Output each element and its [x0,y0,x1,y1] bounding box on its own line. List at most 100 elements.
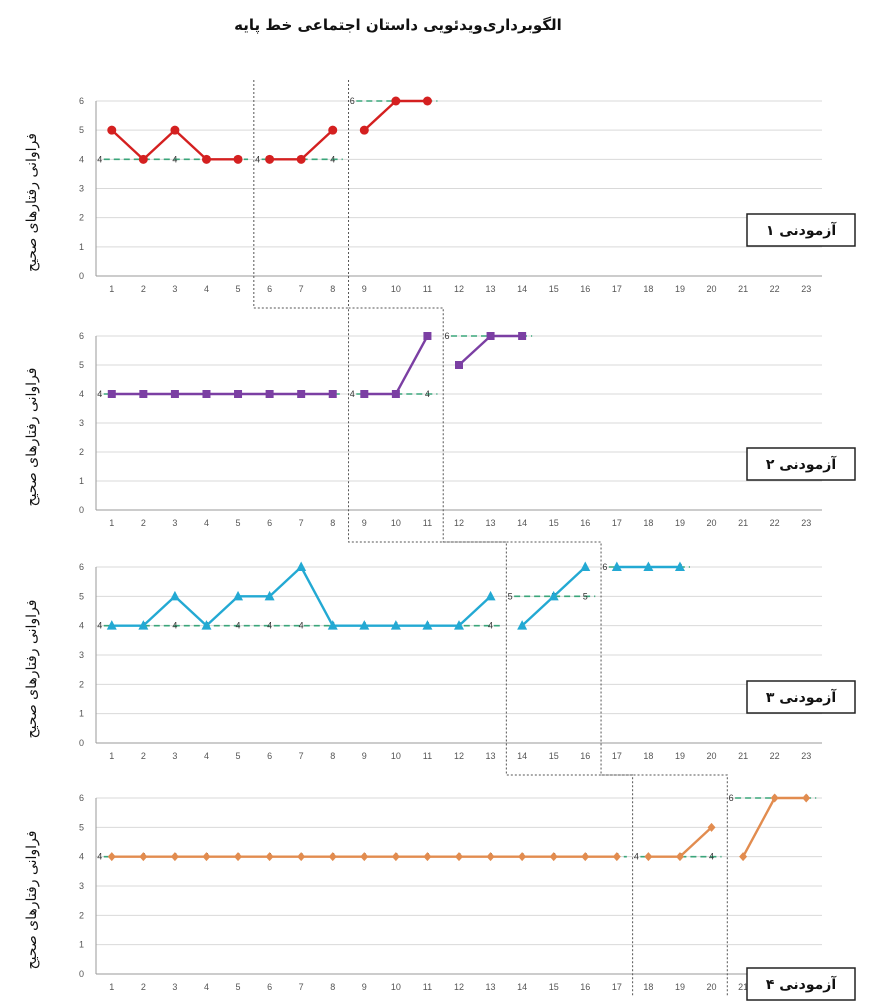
baseline-value-label: 6 [444,331,449,341]
x-tick-label: 3 [172,284,177,294]
x-tick-label: 16 [580,284,590,294]
x-tick-label: 7 [299,518,304,528]
x-tick-label: 4 [204,751,209,761]
baseline-value-label: 6 [350,96,355,106]
data-point [170,852,179,862]
baseline-value-label: 4 [299,621,304,631]
x-tick-label: 2 [141,982,146,992]
baseline-value-label: 6 [602,562,607,572]
data-point [359,125,369,135]
data-point [548,590,559,601]
subject-badge [746,213,856,247]
baseline-value-label: 4 [488,621,493,631]
y-tick-label: 6 [79,331,84,341]
data-point [802,793,811,803]
x-tick-label: 10 [391,284,401,294]
subject-badge [746,680,856,714]
x-tick-label: 9 [362,982,367,992]
data-point [328,125,338,135]
data-point [390,620,401,630]
data-point [234,390,243,398]
x-tick-label: 9 [362,284,367,294]
x-tick-label: 2 [141,284,146,294]
x-tick-label: 21 [738,982,748,992]
x-tick-label: 10 [391,751,401,761]
data-point [297,852,306,862]
x-tick-label: 4 [204,518,209,528]
data-point [391,390,400,398]
x-tick-label: 8 [330,518,335,528]
subject-badge-label: آزمودنی ۴ [766,975,838,993]
x-tick-label: 12 [454,518,464,528]
x-tick-label: 6 [267,982,272,992]
x-tick-label: 19 [675,751,685,761]
y-tick-label: 6 [79,562,84,572]
data-point [422,96,432,106]
data-point [674,561,685,571]
phase-change-line [348,80,728,996]
y-tick-label: 5 [79,360,84,370]
x-tick-label: 23 [801,751,811,761]
data-point [423,852,432,862]
data-point [139,390,148,398]
data-point [454,620,464,630]
y-tick-label: 3 [79,184,84,194]
data-point [170,390,179,398]
data-point [201,620,212,630]
x-tick-label: 16 [580,751,590,761]
data-point [296,561,307,571]
data-point [201,154,211,164]
y-tick-label: 5 [79,591,84,601]
data-point [139,852,148,862]
subject-badge-label: آزمودنی ۲ [766,455,838,473]
x-tick-label: 19 [675,982,685,992]
y-tick-label: 5 [79,125,84,135]
x-tick-label: 11 [423,751,432,761]
x-tick-label: 17 [612,518,622,528]
data-point [612,852,621,862]
data-point [485,590,496,601]
baseline-value-label: 6 [729,793,734,803]
y-tick-label: 6 [79,793,84,803]
x-tick-label: 22 [770,751,780,761]
data-point [359,620,370,630]
data-point [327,620,338,630]
y-tick-label: 4 [79,154,84,164]
x-tick-label: 15 [549,518,559,528]
data-point [770,793,779,803]
data-point [106,620,117,630]
x-tick-label: 3 [172,751,177,761]
x-tick-label: 5 [236,751,241,761]
data-point [328,852,337,862]
data-point [360,852,369,862]
data-point [580,561,591,571]
y-axis-label: فراوانی رفتارهای صحیح [24,600,40,739]
data-point [297,390,306,398]
data-point [233,590,244,601]
x-tick-label: 15 [549,982,559,992]
x-tick-label: 3 [172,982,177,992]
data-point [138,154,148,164]
baseline-value-label: 4 [330,154,335,164]
x-tick-label: 13 [486,982,496,992]
data-point [264,590,275,601]
baseline-value-label: 4 [709,852,714,862]
baseline-value-label: 5 [508,591,513,601]
x-tick-label: 16 [580,518,590,528]
y-tick-label: 2 [79,679,84,689]
x-tick-label: 6 [267,518,272,528]
baseline-value-label: 4 [97,621,102,631]
y-tick-label: 3 [79,881,84,891]
data-point [138,620,149,630]
x-tick-label: 9 [362,518,367,528]
x-tick-label: 7 [299,982,304,992]
x-tick-label: 10 [391,518,401,528]
data-point [644,852,653,862]
x-tick-label: 4 [204,982,209,992]
x-tick-label: 15 [549,751,559,761]
data-point [328,390,337,398]
x-tick-label: 15 [549,284,559,294]
baseline-value-label: 4 [267,621,272,631]
